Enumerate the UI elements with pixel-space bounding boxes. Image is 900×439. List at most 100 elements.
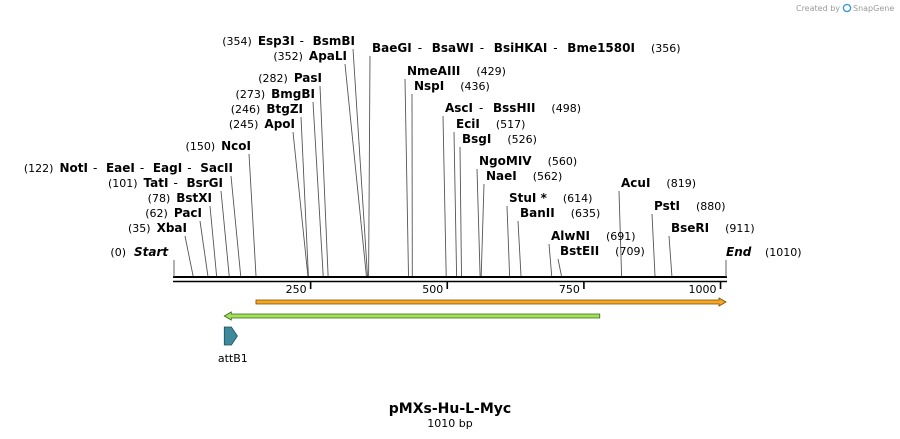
site-label-526[interactable]: BsgI (526) [462, 132, 537, 146]
enzyme-ngomiv[interactable]: NgoMIV [479, 154, 532, 168]
site-line-429 [404, 78, 409, 277]
site-pos-562: (562) [533, 170, 563, 183]
site-pos-614: (614) [563, 192, 593, 205]
site-pos-245: (245) [229, 118, 259, 131]
site-pos-880: (880) [696, 200, 726, 213]
enzyme-eaei[interactable]: EaeI [106, 161, 135, 175]
site-label-245[interactable]: (245) ApoI [229, 117, 295, 131]
site-label-150[interactable]: (150) NcoI [186, 139, 251, 153]
enzyme-ncoi[interactable]: NcoI [221, 139, 251, 153]
site-label-78[interactable]: (78) BstXI [148, 191, 212, 205]
site-label-498[interactable]: AscI - BssHII (498) [445, 101, 581, 115]
enzyme-separator: - [553, 41, 557, 55]
enzyme-acui[interactable]: AcuI [621, 176, 650, 190]
site-pos-709: (709) [615, 245, 645, 258]
enzyme-paci[interactable]: PacI [174, 206, 202, 220]
site-line-101 [220, 190, 230, 277]
attb1-feature[interactable] [223, 326, 238, 346]
start-position: (0) [110, 246, 126, 259]
enzyme-sacii[interactable]: SacII [200, 161, 233, 175]
site-label-517[interactable]: EciI (517) [456, 117, 525, 131]
plasmid-length: 1010 bp [427, 417, 472, 430]
enzyme-banii[interactable]: BanII [520, 206, 555, 220]
green-feature[interactable] [223, 311, 601, 321]
enzyme-stui[interactable]: StuI * [509, 191, 548, 205]
enzyme-asci[interactable]: AscI [445, 101, 473, 115]
enzyme-bmgbi[interactable]: BmgBI [271, 87, 315, 101]
site-pos-282: (282) [258, 72, 288, 85]
site-line-35 [184, 235, 194, 277]
site-label-273[interactable]: (273) BmgBI [236, 87, 315, 101]
site-line-356 [368, 55, 371, 277]
site-label-101[interactable]: (101) TatI - BsrGI [108, 176, 223, 190]
attb1-label: attB1 [218, 352, 248, 365]
enzyme-naei[interactable]: NaeI [486, 169, 517, 183]
site-label-282[interactable]: (282) PasI [258, 71, 322, 85]
site-label-691[interactable]: AlwNI (691) [551, 229, 636, 243]
enzyme-bme1580i[interactable]: Bme1580I [567, 41, 635, 55]
site-label-614[interactable]: StuI * (614) [509, 191, 592, 205]
site-line-560 [476, 168, 481, 277]
enzyme-baegi[interactable]: BaeGI [372, 41, 412, 55]
enzyme-bsshii[interactable]: BssHII [493, 101, 535, 115]
enzyme-tati[interactable]: TatI [144, 176, 169, 190]
site-label-560[interactable]: NgoMIV (560) [479, 154, 577, 168]
enzyme-separator: - [173, 176, 177, 190]
ruler-ticks: 250 500 750 1000 [286, 281, 722, 296]
site-pos-436: (436) [460, 80, 490, 93]
enzyme-bsrgi[interactable]: BsrGI [186, 176, 223, 190]
site-label-709[interactable]: BstEII (709) [560, 244, 645, 258]
site-label-819[interactable]: AcuI (819) [621, 176, 696, 190]
site-label-246[interactable]: (246) BtgZI [231, 102, 303, 116]
enzyme-ecii[interactable]: EciI [456, 117, 480, 131]
enzyme-alwni[interactable]: AlwNI [551, 229, 590, 243]
site-label-356[interactable]: BaeGI - BsaWI - BsiHKAI - Bme1580I (356) [372, 41, 681, 55]
site-pos-62: (62) [145, 207, 168, 220]
site-label-429[interactable]: NmeAIII (429) [407, 64, 506, 78]
enzyme-noti[interactable]: NotI [59, 161, 88, 175]
enzyme-nspi[interactable]: NspI [414, 79, 444, 93]
site-pos-101: (101) [108, 177, 138, 190]
sequence-backbone [173, 276, 727, 283]
enzyme-apoi[interactable]: ApoI [264, 117, 295, 131]
site-pos-352: (352) [273, 50, 303, 63]
enzyme-xbai[interactable]: XbaI [157, 221, 187, 235]
site-label-352[interactable]: (352) ApaLI [273, 49, 347, 63]
site-pos-517: (517) [496, 118, 526, 131]
site-line-819 [618, 190, 623, 277]
site-label-635[interactable]: BanII (635) [520, 206, 600, 220]
site-pos-691: (691) [606, 230, 636, 243]
site-line-635 [517, 220, 522, 277]
site-label-122[interactable]: (122) NotI - EaeI - EagI - SacII [24, 161, 233, 175]
site-label-880[interactable]: PstI (880) [654, 199, 726, 213]
enzyme-esp3i[interactable]: Esp3I [258, 34, 295, 48]
enzyme-btgzi[interactable]: BtgZI [266, 102, 303, 116]
site-line-352 [344, 63, 367, 277]
enzyme-bsihkai[interactable]: BsiHKAI [494, 41, 548, 55]
enzyme-apali[interactable]: ApaLI [309, 49, 347, 63]
snapgene-logo-icon [842, 3, 852, 13]
tick-label-250: 250 [286, 283, 307, 296]
enzyme-bstxi[interactable]: BstXI [176, 191, 212, 205]
enzyme-eagi[interactable]: EagI [153, 161, 182, 175]
site-line-562 [480, 183, 485, 277]
site-label-562[interactable]: NaeI (562) [486, 169, 562, 183]
site-label-354[interactable]: (354) Esp3I - BsmBI [222, 34, 355, 48]
site-label-62[interactable]: (62) PacI [145, 206, 202, 220]
site-pos-526: (526) [507, 133, 537, 146]
orange-feature[interactable] [255, 297, 727, 307]
enzyme-separator: - [479, 101, 483, 115]
enzyme-nmeaiii[interactable]: NmeAIII [407, 64, 460, 78]
enzyme-bsgi[interactable]: BsgI [462, 132, 491, 146]
site-line-709 [557, 258, 562, 277]
enzyme-bsmbi[interactable]: BsmBI [313, 34, 355, 48]
enzyme-bsawi[interactable]: BsaWI [432, 41, 474, 55]
enzyme-pasi[interactable]: PasI [294, 71, 322, 85]
site-label-35[interactable]: (35) XbaI [128, 221, 187, 235]
site-label-911[interactable]: BseRI (911) [671, 221, 755, 235]
enzyme-bseri[interactable]: BseRI [671, 221, 709, 235]
enzyme-psti[interactable]: PstI [654, 199, 680, 213]
site-pos-35: (35) [128, 222, 151, 235]
site-label-436[interactable]: NspI (436) [414, 79, 490, 93]
enzyme-bsteii[interactable]: BstEII [560, 244, 599, 258]
